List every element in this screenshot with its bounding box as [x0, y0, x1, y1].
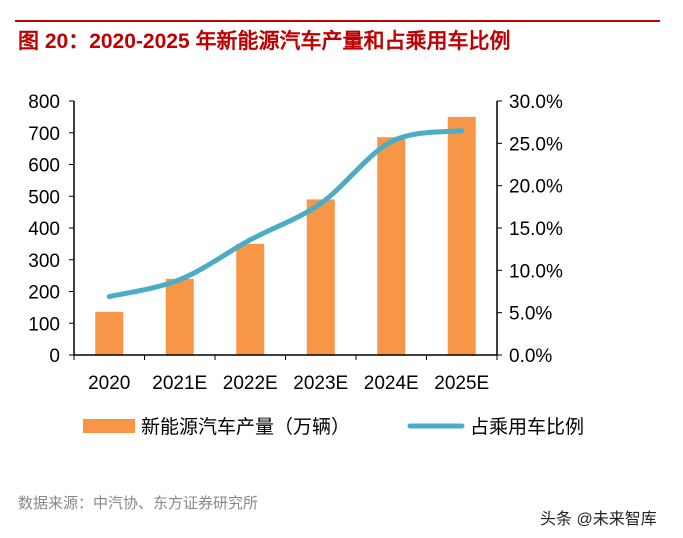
x-tick-label: 2023E [293, 373, 348, 394]
right-tick-label: 20.0% [509, 177, 563, 198]
chart-title: 图 20：2020-2025 年新能源汽车产量和占乘用车比例 [18, 30, 511, 53]
left-tick-label: 300 [28, 251, 60, 272]
bar-2020 [95, 311, 124, 355]
bar-2023E [306, 199, 335, 355]
left-tick-label: 800 [28, 92, 60, 113]
left-tick-label: 600 [28, 156, 60, 177]
bar-2024E [377, 137, 406, 355]
legend-label-line: 占乘用车比例 [470, 416, 584, 438]
bar-2022E [236, 243, 265, 355]
left-tick-label: 100 [28, 314, 60, 335]
right-tick-label: 10.0% [509, 261, 563, 282]
source-note: 数据来源：中汽协、东方证券研究所 [18, 495, 259, 512]
bar-2021E [165, 278, 194, 355]
left-tick-label: 700 [28, 124, 60, 145]
title-rule [15, 20, 660, 22]
right-tick-label: 5.0% [509, 304, 552, 325]
watermark: 头条 @未来智库 [540, 511, 657, 528]
bar-2025E [447, 116, 476, 355]
left-tick-label: 0 [49, 346, 60, 367]
left-tick-label: 200 [28, 283, 60, 304]
right-tick-label: 30.0% [509, 92, 563, 113]
x-tick-label: 2025E [434, 373, 489, 394]
line-share [106, 128, 465, 300]
left-tick-label: 500 [28, 187, 60, 208]
x-tick-label: 2022E [223, 373, 278, 394]
legend-label-bar: 新能源汽车产量（万辆） [141, 416, 350, 438]
left-tick-label: 400 [28, 219, 60, 240]
legend-swatch-bar [83, 419, 135, 433]
x-tick-label: 2021E [152, 373, 207, 394]
x-tick-label: 2020 [88, 373, 130, 394]
x-tick-label: 2024E [364, 373, 419, 394]
right-tick-label: 25.0% [509, 134, 563, 155]
right-tick-label: 15.0% [509, 219, 563, 240]
right-tick-label: 0.0% [509, 346, 552, 367]
